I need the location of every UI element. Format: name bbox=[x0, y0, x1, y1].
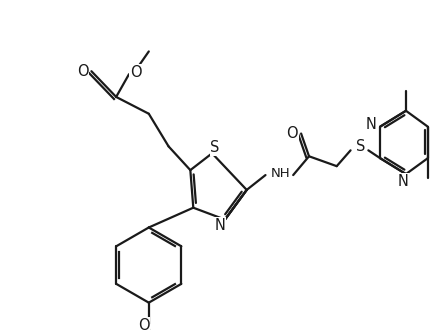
Text: N: N bbox=[215, 218, 225, 233]
Text: O: O bbox=[130, 65, 142, 80]
Text: S: S bbox=[210, 140, 220, 155]
Text: NH: NH bbox=[271, 167, 290, 180]
Text: O: O bbox=[138, 318, 150, 333]
Text: O: O bbox=[286, 126, 298, 141]
Text: N: N bbox=[398, 173, 408, 188]
Text: N: N bbox=[366, 117, 377, 132]
Text: O: O bbox=[77, 64, 88, 79]
Text: S: S bbox=[356, 139, 365, 154]
